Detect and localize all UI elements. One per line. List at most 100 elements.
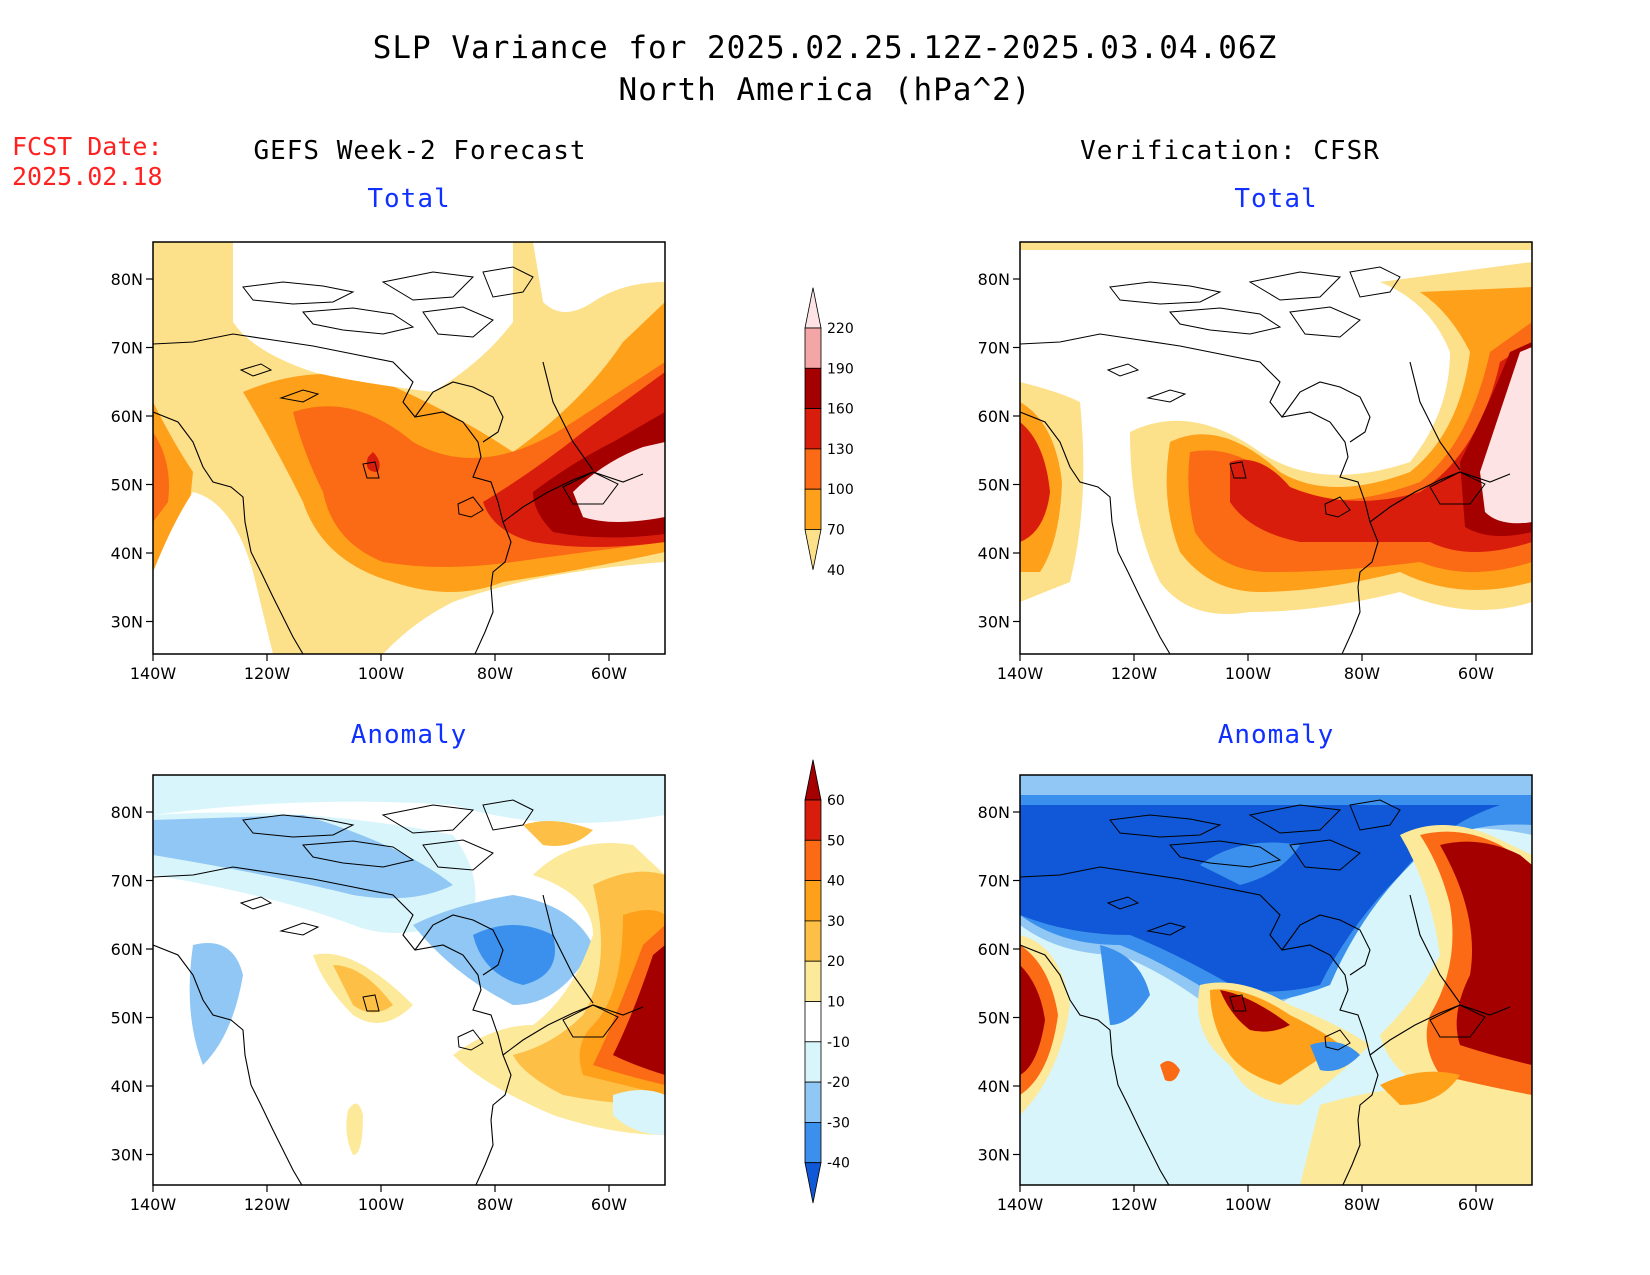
total-colorbar-level-label: 70 [827,523,845,539]
fcst-date-value: 2025.02.18 [12,162,163,191]
total-colorbar-swatch [804,367,822,409]
forecast-anomaly-lat-label: 30N [111,1146,143,1165]
left-column-header: GEFS Week-2 Forecast [253,136,587,166]
forecast-anomaly-lat-label: 60N [111,940,143,959]
forecast-anomaly-map [153,775,665,1185]
verification-total-lon-label: 100W [1225,664,1272,683]
anomaly-colorbar-swatch [804,1041,822,1083]
total-colorbar-level-label: 190 [827,361,854,377]
forecast-anomaly-frame [152,774,666,1186]
verification-anomaly-lat-label: 40N [978,1077,1010,1096]
verification-total-lat-label: 70N [978,339,1010,358]
fcst-date-label: FCST Date: [12,132,163,161]
total-colorbar-swatch [804,448,822,490]
total-colorbar-level-label: 160 [827,402,854,418]
anomaly-colorbar-level-label: -30 [827,1115,850,1131]
main-title: SLP Variance for 2025.02.25.12Z-2025.03.… [372,30,1278,66]
forecast-total-lon-label: 100W [358,664,405,683]
forecast-anomaly-lon-label: 60W [591,1195,627,1214]
verification-anomaly-lat-label: 30N [978,1146,1010,1165]
anomaly-colorbar-level-label: -20 [827,1075,850,1091]
forecast-anomaly-title: Anomaly [350,720,468,750]
verification-total-lat-label: 40N [978,544,1010,563]
anomaly-colorbar-level-label: 20 [827,954,845,970]
anomaly-colorbar-bottom-extension [804,1162,822,1204]
total-colorbar-swatch [804,327,822,369]
anomaly-colorbar-swatch [804,1122,822,1164]
axis-layer: 140W 120W 100W 80W 60W 80N 70N 60N 50N 40N 30N 140W… [111,270,1495,1214]
forecast-anomaly-lon-label: 100W [358,1195,405,1214]
forecast-anomaly-lon-label: 80W [477,1195,513,1214]
forecast-anomaly-lon-label: 120W [244,1195,291,1214]
verification-anomaly-lon-label: 140W [997,1195,1044,1214]
anomaly-colorbar-level-label: -10 [827,1035,850,1051]
anomaly-colorbar-level-label: 50 [827,833,845,849]
forecast-total-lat-label: 80N [111,270,143,289]
forecast-total-lon-label: 80W [477,664,513,683]
verification-total-lon-label: 80W [1344,664,1380,683]
total-colorbar-level-label: 40 [827,563,845,579]
total-colorbar-bottom-extension [804,529,822,570]
forecast-anomaly-lat-label: 80N [111,803,143,822]
forecast-total-lat-label: 30N [111,613,143,632]
forecast-anomaly-lon-label: 140W [130,1195,177,1214]
verification-total-lat-label: 30N [978,613,1010,632]
anomaly-colorbar-swatch [804,880,822,922]
anomaly-colorbar-level-label: 40 [827,874,845,890]
anomaly-colorbar-swatch [804,960,822,1002]
anomaly-colorbar-swatch [804,1001,822,1043]
verification-anomaly-lon-label: 80W [1344,1195,1380,1214]
verification-anomaly-lat-label: 70N [978,872,1010,891]
anomaly-colorbar-swatch [804,799,822,841]
verification-anomaly-lon-label: 60W [1458,1195,1494,1214]
verification-total-title: Total [1234,184,1318,214]
anomaly-colorbar-level-label: 60 [827,793,845,809]
anomaly-colorbar-level-label: 10 [827,995,845,1011]
verification-total-map [1020,242,1532,654]
anomaly-colorbar-swatch [804,839,822,881]
anomaly-colorbar-swatch [804,1081,822,1123]
total-colorbar-swatch [804,488,822,530]
main-subtitle: North America (hPa^2) [618,72,1032,108]
verification-anomaly-lat-label: 60N [978,940,1010,959]
total-colorbar-level-label: 130 [827,442,854,458]
total-colorbar-swatch [804,408,822,450]
total-colorbar-level-label: 220 [827,321,854,337]
verification-total-lon-label: 60W [1458,664,1494,683]
verification-total-lat-label: 60N [978,407,1010,426]
forecast-total-lat-label: 40N [111,544,143,563]
forecast-total-lat-label: 60N [111,407,143,426]
forecast-total-lon-label: 120W [244,664,291,683]
total-colorbar-top-extension [804,287,822,329]
verification-anomaly-lat-label: 50N [978,1009,1010,1028]
forecast-total-lat-label: 50N [111,476,143,495]
verification-anomaly-lon-label: 120W [1111,1195,1158,1214]
verification-anomaly-frame [1019,774,1533,1186]
forecast-anomaly-lat-label: 70N [111,872,143,891]
forecast-total-frame [152,241,666,655]
anomaly-colorbar-level-label: -40 [827,1156,850,1172]
forecast-total-title: Total [367,184,451,214]
verification-total-lon-label: 120W [1111,664,1158,683]
forecast-total-map [153,242,665,654]
anomaly-colorbar-level-label: 30 [827,914,845,930]
right-column-header: Verification: CFSR [1080,136,1380,166]
verification-anomaly-lat-label: 80N [978,803,1010,822]
verification-total-lon-label: 140W [997,664,1044,683]
total-colorbar-level-label: 100 [827,482,854,498]
anomaly-colorbar-top-extension [804,759,822,801]
forecast-anomaly-lat-label: 40N [111,1077,143,1096]
verification-anomaly-map [1020,775,1532,1185]
colorbar-layer: 40 70 100 130 160 190 220 -40 -30 -20 -10 10 20 30 40 5… [804,287,854,1204]
verification-total-frame [1019,241,1533,655]
forecast-total-lat-label: 70N [111,339,143,358]
verification-total-lat-label: 50N [978,476,1010,495]
anomaly-colorbar-swatch [804,920,822,962]
forecast-total-lon-label: 140W [130,664,177,683]
forecast-anomaly-lat-label: 50N [111,1009,143,1028]
verification-anomaly-lon-label: 100W [1225,1195,1272,1214]
verification-total-lat-label: 80N [978,270,1010,289]
verification-anomaly-title: Anomaly [1217,720,1335,750]
forecast-total-lon-label: 60W [591,664,627,683]
